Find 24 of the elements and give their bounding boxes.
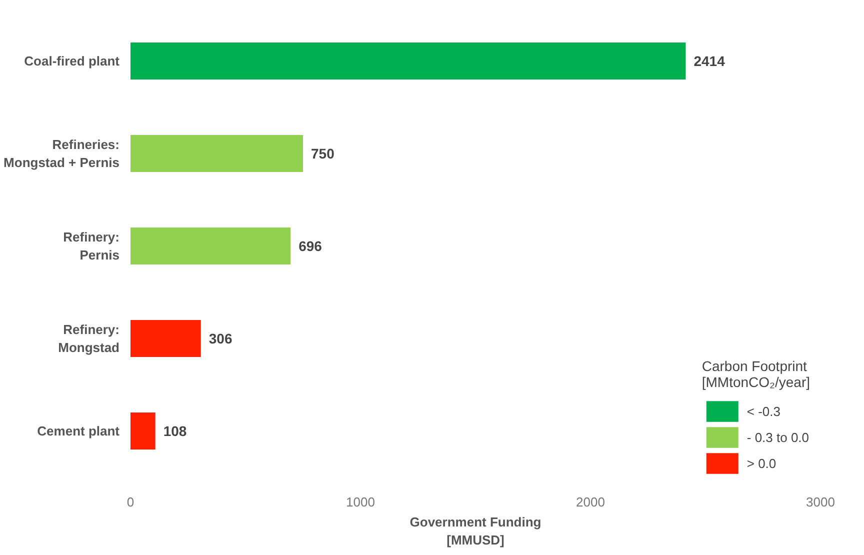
- legend-label: > 0.0: [746, 456, 776, 470]
- y-tick-label: Cement plant: [37, 424, 120, 438]
- x-tick-label: 2000: [576, 494, 605, 510]
- data-label: 696: [298, 238, 322, 254]
- bar: [130, 320, 201, 357]
- data-label: 750: [311, 146, 335, 162]
- data-label: 2414: [694, 53, 726, 69]
- data-label: 306: [208, 330, 232, 346]
- y-tick-label: Refineries: Mongstad + Pernis: [4, 137, 120, 170]
- bar: [130, 412, 156, 450]
- legend-label: < -0.3: [746, 404, 780, 418]
- x-tick-label: 3000: [806, 494, 835, 510]
- legend-label: - 0.3 to 0.0: [746, 430, 810, 444]
- x-tick-label: 0: [126, 494, 134, 510]
- legend-title: Carbon Footprint [MMtonCO₂/year]: [702, 358, 810, 390]
- bar: [130, 135, 303, 172]
- bar: [130, 228, 291, 264]
- data-label: 108: [163, 423, 187, 439]
- bar: [130, 42, 686, 80]
- y-tick-label: Refinery: Pernis: [63, 230, 120, 262]
- y-tick-label: Refinery: Mongstad: [58, 322, 120, 355]
- y-tick-label: Coal-fired plant: [24, 54, 120, 68]
- x-axis-title: Government Funding [MMUSD]: [410, 514, 542, 548]
- x-tick-label: 1000: [346, 494, 375, 510]
